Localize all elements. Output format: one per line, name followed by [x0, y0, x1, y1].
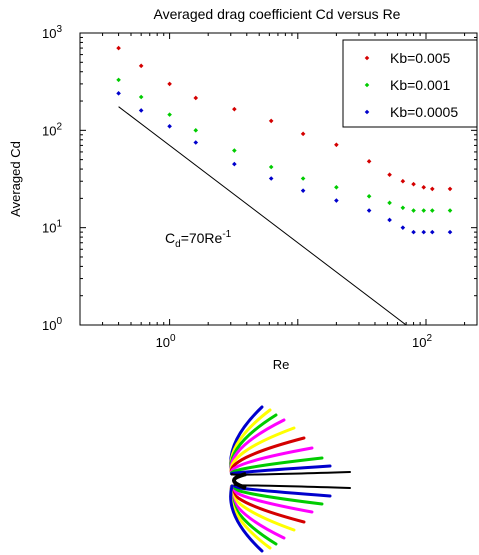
- data-point: [193, 128, 199, 133]
- legend-marker: [364, 82, 370, 88]
- legend-marker: [364, 109, 370, 115]
- data-point: [268, 118, 274, 124]
- data-point: [138, 108, 144, 113]
- data-point: [400, 225, 406, 230]
- y-tick-label: 101: [42, 219, 62, 236]
- series-1: [116, 45, 453, 192]
- data-point: [193, 140, 199, 145]
- x-tick-label: 100: [156, 333, 176, 350]
- data-point: [334, 142, 339, 148]
- data-point: [116, 77, 121, 83]
- data-point: [411, 208, 416, 213]
- data-point: [411, 229, 416, 235]
- data-point: [366, 159, 372, 164]
- legend: Kb=0.005 Kb=0.001 Kb=0.0005: [342, 39, 478, 128]
- data-point: [387, 217, 392, 223]
- data-point: [334, 184, 339, 190]
- data-point: [387, 200, 392, 206]
- data-point: [232, 106, 237, 112]
- data-point: [429, 208, 435, 213]
- data-point: [366, 208, 372, 213]
- data-point: [400, 205, 406, 211]
- data-point: [268, 176, 274, 181]
- data-point: [300, 176, 306, 181]
- data-point: [421, 208, 427, 213]
- axis-tick-labels: 100 102 100 101 102 103: [42, 24, 432, 350]
- data-point: [232, 161, 237, 167]
- data-point: [447, 186, 453, 192]
- reference-line-group: Cd=70Re-1: [118, 106, 407, 326]
- data-point: [366, 194, 372, 199]
- axis-ticks: [79, 32, 477, 326]
- data-point: [167, 81, 172, 87]
- data-point: [447, 229, 453, 235]
- data-point: [300, 131, 306, 137]
- series-points: [116, 45, 453, 235]
- legend-marker: [364, 55, 370, 61]
- data-point: [232, 148, 237, 153]
- x-tick-label: 102: [412, 333, 432, 350]
- data-point: [429, 186, 435, 192]
- data-point: [447, 208, 453, 213]
- data-point: [421, 184, 427, 190]
- data-point: [138, 94, 144, 100]
- data-point: [116, 91, 121, 96]
- series-2: [116, 77, 453, 213]
- data-point: [334, 198, 339, 203]
- series-3: [116, 91, 453, 235]
- data-point: [300, 188, 306, 193]
- chart-title: Averaged drag coefficient Cd versus Re: [154, 6, 401, 22]
- data-point: [429, 229, 435, 235]
- y-axis-label: Averaged Cd: [8, 141, 23, 217]
- data-point: [167, 124, 172, 129]
- y-tick-label: 103: [42, 24, 62, 41]
- data-point: [421, 229, 427, 235]
- data-point: [193, 95, 199, 101]
- data-point: [387, 172, 392, 178]
- legend-entry: Kb=0.0005: [390, 104, 458, 120]
- reference-line: [118, 106, 407, 326]
- x-axis-label: Re: [273, 357, 290, 372]
- legend-entry: Kb=0.001: [390, 77, 451, 93]
- reference-line-label: Cd=70Re-1: [165, 229, 232, 250]
- data-point: [138, 63, 144, 69]
- data-point: [116, 45, 121, 51]
- data-point: [411, 181, 416, 187]
- legend-entry: Kb=0.005: [390, 50, 451, 66]
- data-point: [400, 178, 406, 184]
- y-tick-label: 100: [42, 316, 62, 333]
- y-tick-label: 102: [42, 121, 62, 138]
- data-point: [167, 112, 172, 117]
- data-point: [268, 164, 274, 170]
